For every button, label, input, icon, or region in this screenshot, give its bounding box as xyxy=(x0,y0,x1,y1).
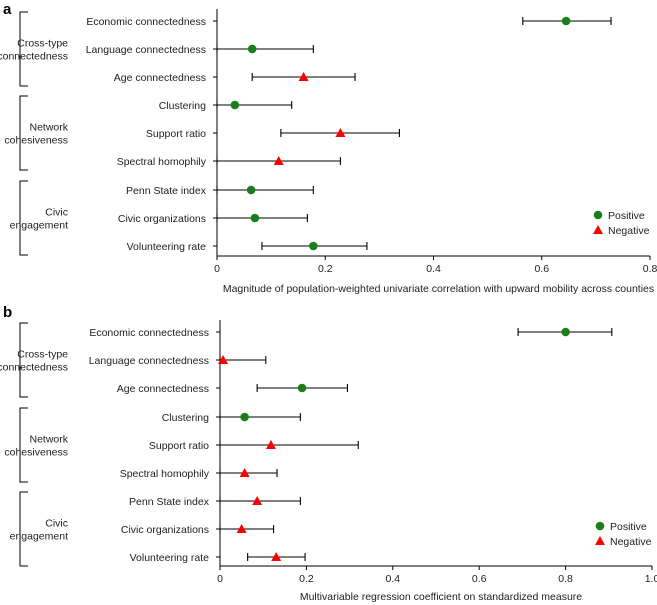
category-label: Penn State index xyxy=(126,185,207,197)
category-label: Language connectedness xyxy=(86,44,206,56)
group-label: Cross-type xyxy=(17,349,68,361)
category-label: Civic organizations xyxy=(118,213,206,225)
category-label: Age connectedness xyxy=(114,72,206,84)
group-bracket xyxy=(19,11,28,87)
legend-negative-marker xyxy=(593,225,603,234)
negative-point xyxy=(239,468,250,477)
group-bracket xyxy=(19,322,28,398)
x-tick-label: 0 xyxy=(217,573,223,585)
group-label: cohesiveness xyxy=(4,135,68,147)
positive-point xyxy=(561,16,571,26)
x-tick-label: 0.2 xyxy=(318,263,333,275)
positive-point xyxy=(246,185,256,195)
positive-point xyxy=(247,44,257,54)
x-tick-label: 0.8 xyxy=(558,573,573,585)
category-label: Support ratio xyxy=(146,128,206,140)
x-tick-label: 0.8 xyxy=(643,263,657,275)
negative-point xyxy=(265,440,276,449)
legend-positive-marker xyxy=(595,521,605,531)
negative-point xyxy=(218,355,229,364)
x-tick-label: 0 xyxy=(214,263,220,275)
panel-letter: a xyxy=(3,1,12,18)
legend-negative-label: Negative xyxy=(610,536,652,548)
group-label: connectedness xyxy=(0,362,68,374)
group-bracket xyxy=(19,407,28,483)
legend-positive-marker xyxy=(593,210,603,220)
category-label: Clustering xyxy=(162,412,209,424)
positive-point xyxy=(250,213,260,223)
legend-positive-label: Positive xyxy=(610,521,647,533)
group-label: Civic xyxy=(45,207,68,219)
legend-negative-marker xyxy=(595,536,605,545)
group-label: engagement xyxy=(10,531,68,543)
x-tick-label: 0.4 xyxy=(385,573,400,585)
group-bracket xyxy=(19,95,28,171)
category-label: Economic connectedness xyxy=(89,327,209,339)
x-tick-label: 0.6 xyxy=(472,573,487,585)
x-axis-label: Multivariable regression coefficient on … xyxy=(300,591,582,603)
legend-positive-label: Positive xyxy=(608,210,645,222)
category-label: Language connectedness xyxy=(89,355,209,367)
negative-point xyxy=(298,72,309,81)
negative-point xyxy=(273,156,284,165)
negative-point xyxy=(271,552,282,561)
category-label: Economic connectedness xyxy=(86,16,206,28)
category-label: Support ratio xyxy=(149,440,209,452)
x-tick-label: 0.6 xyxy=(534,263,549,275)
panel-b: b 0 0.2 0.4 0.6 0.8 1.0 Multivariable regressio… xyxy=(0,304,657,603)
negative-point xyxy=(335,128,346,137)
negative-point xyxy=(252,496,263,505)
category-label: Spectral homophily xyxy=(117,156,207,168)
group-label: cohesiveness xyxy=(4,447,68,459)
category-label: Age connectedness xyxy=(117,383,209,395)
category-label: Spectral homophily xyxy=(120,468,210,480)
positive-point xyxy=(561,327,570,337)
category-label: Penn State index xyxy=(129,496,210,508)
positive-point xyxy=(309,241,318,251)
x-tick-label: 0.2 xyxy=(299,573,314,585)
panel-a: a 0 0.2 0.4 0.6 0.8 Magnitude of population-we… xyxy=(0,1,657,295)
category-label: Civic organizations xyxy=(121,524,209,536)
group-label: Network xyxy=(29,434,68,446)
negative-point xyxy=(236,524,247,533)
x-axis-label: Magnitude of population-weighted univari… xyxy=(223,283,654,295)
category-label: Volunteering rate xyxy=(130,552,210,564)
group-label: Civic xyxy=(45,518,68,530)
x-tick-label: 0.4 xyxy=(426,263,441,275)
category-label: Clustering xyxy=(159,100,206,112)
group-bracket xyxy=(19,180,28,256)
x-tick-label: 1.0 xyxy=(645,573,657,585)
group-label: engagement xyxy=(10,220,68,232)
group-label: connectedness xyxy=(0,51,68,63)
group-label: Cross-type xyxy=(17,38,68,50)
positive-point xyxy=(297,383,307,393)
legend-negative-label: Negative xyxy=(608,225,650,237)
positive-point xyxy=(230,100,240,110)
positive-point xyxy=(240,412,249,422)
group-label: Network xyxy=(29,122,68,134)
group-bracket xyxy=(19,491,28,567)
category-label: Volunteering rate xyxy=(127,241,207,253)
panel-letter: b xyxy=(3,304,12,321)
